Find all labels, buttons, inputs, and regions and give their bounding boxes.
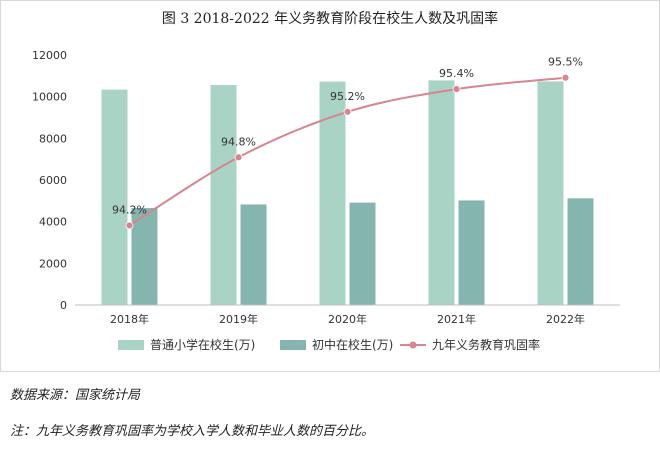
y-tick-label: 8000 <box>39 132 67 145</box>
primary-school-bar <box>210 84 237 306</box>
chart: 图 3 2018-2022 年义务教育阶段在校生人数及巩固率 0 2000 4000… <box>32 10 620 352</box>
rate-data-label: 94.8% <box>221 135 256 148</box>
y-tick-label: 12000 <box>32 49 67 62</box>
x-tick-label: 2018年 <box>110 312 149 326</box>
rate-data-label: 95.5% <box>548 56 583 69</box>
legend-swatch <box>118 340 144 350</box>
junior-school-bar <box>131 208 158 305</box>
x-tick-label: 2020年 <box>328 312 367 326</box>
rate-data-label: 95.2% <box>330 90 365 103</box>
x-tick-label: 2019年 <box>219 312 258 326</box>
legend-marker <box>409 341 417 349</box>
x-tick-label: 2021年 <box>437 312 476 326</box>
y-tick-label: 6000 <box>39 174 67 187</box>
legend-label: 普通小学在校生(万) <box>150 337 255 352</box>
legend-label: 九年义务教育巩固率 <box>432 337 540 352</box>
junior-school-bar <box>349 202 376 305</box>
legend: 普通小学在校生(万) 初中在校生(万) 九年义务教育巩固率 <box>118 337 540 352</box>
junior-school-bar <box>458 200 485 305</box>
y-axis: 0 2000 4000 6000 8000 10000 12000 <box>32 49 67 312</box>
junior-school-bar <box>567 198 594 305</box>
legend-label: 初中在校生(万) <box>312 337 393 352</box>
y-tick-label: 4000 <box>39 216 67 229</box>
rate-data-label: 95.4% <box>439 67 474 80</box>
source-note: 数据来源：国家统计局 <box>10 388 141 403</box>
rate-point <box>125 221 134 230</box>
rate-point <box>452 85 461 93</box>
bars <box>101 80 594 306</box>
chart-title: 图 3 2018-2022 年义务教育阶段在校生人数及巩固率 <box>162 10 498 27</box>
primary-school-bar <box>101 89 128 306</box>
x-axis: 2018年 2019年 2020年 2021年 2022年 <box>75 304 620 326</box>
rate-point <box>343 107 352 116</box>
y-tick-label: 2000 <box>39 257 67 270</box>
footnote: 注：九年义务教育巩固率为学校入学人数和毕业人数的百分比。 <box>10 424 375 439</box>
rate-line: 94.2% 94.8% 95.2% 95.4% 95.5% <box>112 56 583 230</box>
y-tick-label: 10000 <box>32 91 67 104</box>
primary-school-bar <box>319 81 346 305</box>
rate-point <box>234 153 243 162</box>
junior-school-bar <box>240 204 267 305</box>
legend-swatch <box>280 340 306 350</box>
rate-point <box>561 73 570 82</box>
primary-school-bar <box>428 80 455 306</box>
y-tick-label: 0 <box>60 299 67 312</box>
primary-school-bar <box>537 81 564 306</box>
rate-data-label: 94.2% <box>112 203 147 216</box>
x-tick-label: 2022年 <box>546 312 585 326</box>
